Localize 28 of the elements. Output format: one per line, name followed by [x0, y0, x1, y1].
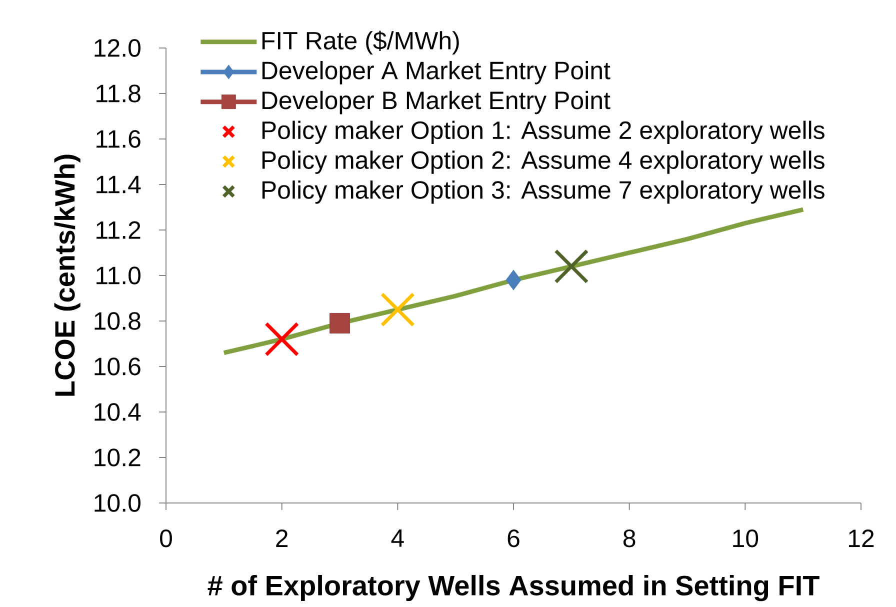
y-tick-label: 10.0: [94, 494, 140, 512]
x-tick-label: 4: [391, 530, 404, 547]
x-tick-label: 6: [508, 530, 520, 548]
x-tick-label: 8: [623, 530, 636, 548]
legend-label: Policy maker Option 1: Assume 2 exploratory wells: [262, 120, 824, 144]
y-tick-label: 10.4: [94, 403, 141, 421]
legend-label: Policy maker Option 3: Assume 7 exploratory wells: [262, 180, 824, 204]
legend-label: FIT Rate ($/MWh): [262, 30, 459, 54]
y-tick-label: 10.2: [94, 448, 140, 466]
legend-label: Developer A Market Entry Point: [262, 61, 610, 84]
legend-label: Developer B Market Entry Point: [262, 90, 610, 114]
x-axis-title: # of Exploratory Wells Assumed in Setting FIT: [208, 574, 820, 602]
y-tick-label: 12.0: [94, 39, 140, 57]
y-tick-label: 11.6: [96, 130, 140, 148]
y-tick-label: 10.8: [94, 312, 140, 330]
x-tick-label: 0: [160, 530, 172, 548]
y-axis-title: LCOE (cents/kWh): [54, 154, 80, 396]
x-tick-label: 2: [276, 530, 288, 547]
y-tick-label: 11.2: [96, 221, 140, 239]
x-tick-label: 12: [848, 530, 874, 547]
y-tick-label: 10.6: [94, 358, 140, 376]
x-tick-label: 10: [733, 530, 758, 548]
y-tick-label: 11.8: [96, 84, 140, 102]
point: [506, 270, 522, 290]
point: [330, 313, 350, 334]
y-tick-label: 11.4: [96, 176, 141, 194]
y-tick-label: 11.0: [96, 266, 140, 284]
legend-label: Policy maker Option 2: Assume 4 exploratory wells: [262, 150, 824, 174]
